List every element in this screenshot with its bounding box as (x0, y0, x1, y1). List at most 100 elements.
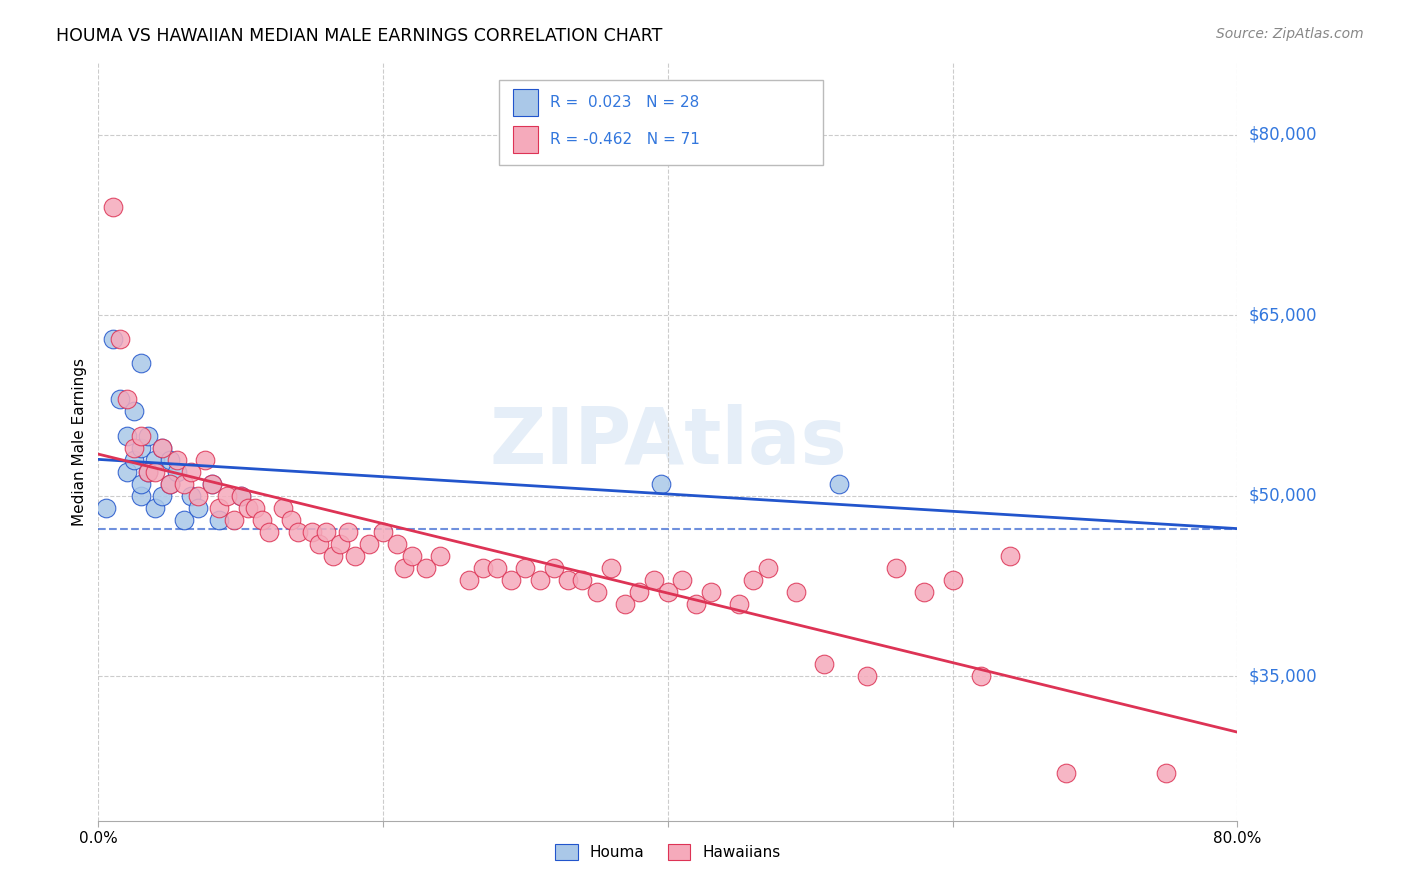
Point (122, 404, 145, 418)
Point (1154, 765, 1177, 780)
Point (152, 489, 174, 503)
Text: HOUMA VS HAWAIIAN MEDIAN MALE EARNINGS CORRELATION CHART: HOUMA VS HAWAIIAN MEDIAN MALE EARNINGS C… (56, 27, 662, 45)
Point (557, 573, 579, 587)
Point (742, 573, 765, 587)
Point (115, 392, 138, 407)
Point (699, 585, 721, 599)
Point (301, 524, 323, 539)
Point (243, 500, 266, 515)
Text: $80,000: $80,000 (1249, 126, 1317, 144)
Point (145, 500, 167, 515)
Text: $35,000: $35,000 (1249, 667, 1317, 685)
Point (685, 597, 707, 611)
Point (415, 561, 437, 575)
Point (287, 524, 309, 539)
Point (373, 524, 395, 539)
Point (159, 476, 181, 491)
Point (912, 585, 935, 599)
Point (585, 585, 607, 599)
Point (129, 428, 152, 442)
Legend: Houma, Hawaiians: Houma, Hawaiians (548, 838, 787, 866)
Point (145, 465, 167, 479)
Point (159, 476, 181, 491)
Point (529, 573, 551, 587)
Y-axis label: Median Male Earnings: Median Male Earnings (72, 358, 87, 525)
Point (166, 452, 188, 467)
Point (201, 476, 224, 491)
Point (856, 669, 879, 683)
Point (315, 524, 337, 539)
Point (942, 573, 965, 587)
Point (173, 476, 195, 491)
Point (343, 549, 366, 563)
Point (387, 537, 409, 551)
Point (222, 513, 245, 527)
Point (429, 549, 451, 563)
Point (236, 500, 259, 515)
Point (329, 537, 352, 551)
Point (129, 476, 152, 491)
Point (173, 513, 195, 527)
Text: R = -0.462   N = 71: R = -0.462 N = 71 (550, 132, 700, 147)
Point (998, 549, 1021, 563)
Point (828, 476, 851, 491)
Point (671, 573, 693, 587)
Point (215, 489, 238, 503)
Point (94, 500, 117, 515)
Point (600, 561, 623, 575)
Point (129, 441, 152, 455)
Point (756, 561, 779, 575)
Point (273, 500, 295, 515)
Point (308, 537, 330, 551)
Point (180, 489, 202, 503)
Point (657, 585, 679, 599)
Point (785, 585, 807, 599)
Point (259, 524, 281, 539)
Point (280, 513, 302, 527)
Point (1056, 765, 1078, 780)
Point (129, 489, 152, 503)
Point (152, 441, 174, 455)
Point (122, 441, 145, 455)
Point (571, 573, 593, 587)
Text: $65,000: $65,000 (1249, 306, 1317, 324)
Point (180, 465, 202, 479)
Point (501, 573, 523, 587)
Point (145, 452, 167, 467)
Point (336, 524, 359, 539)
Point (322, 549, 344, 563)
Text: Source: ZipAtlas.com: Source: ZipAtlas.com (1216, 27, 1364, 41)
Point (136, 465, 159, 479)
Point (229, 489, 252, 503)
Point (101, 200, 124, 214)
Point (208, 500, 231, 515)
Point (101, 332, 124, 346)
Point (201, 476, 224, 491)
Point (650, 476, 672, 491)
Point (970, 669, 993, 683)
Point (486, 561, 509, 575)
Point (122, 452, 145, 467)
Point (357, 537, 380, 551)
Point (115, 428, 138, 442)
Text: ZIPAtlas: ZIPAtlas (489, 403, 846, 480)
Point (136, 428, 159, 442)
Point (229, 489, 252, 503)
Text: R =  0.023   N = 28: R = 0.023 N = 28 (550, 95, 699, 110)
Point (208, 513, 231, 527)
Point (129, 356, 152, 370)
Point (628, 585, 651, 599)
Point (515, 561, 537, 575)
Text: $50,000: $50,000 (1249, 487, 1317, 505)
Point (614, 597, 637, 611)
Point (159, 452, 181, 467)
Point (108, 332, 131, 346)
Point (136, 465, 159, 479)
Point (884, 561, 907, 575)
Point (457, 573, 479, 587)
Point (813, 657, 835, 672)
Point (187, 500, 209, 515)
Point (108, 392, 131, 407)
Point (401, 549, 423, 563)
Point (115, 465, 138, 479)
